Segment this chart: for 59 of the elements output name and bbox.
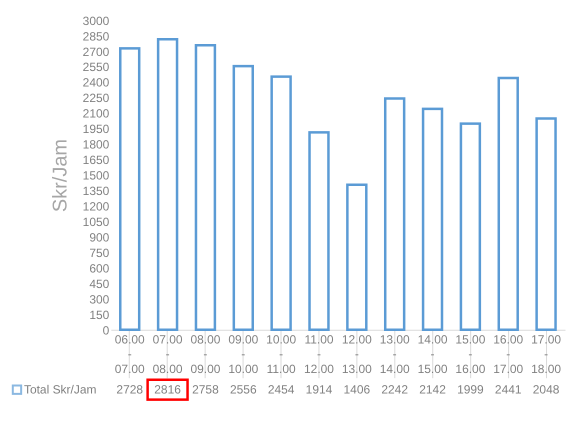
bar (119, 47, 140, 332)
x-tick-label: 17.00 - 18.00 (531, 332, 562, 376)
x-tick-label: 15.00 - 16.00 (455, 332, 486, 376)
y-tick-label: 0 (102, 323, 110, 338)
legend-label: Total Skr/Jam (24, 382, 96, 397)
data-label: 1999 (457, 382, 484, 397)
y-tick-label: 300 (89, 292, 110, 306)
data-label: 2142 (419, 382, 446, 397)
y-tick-label: 1050 (82, 214, 110, 229)
y-tick-label: 3000 (82, 14, 110, 28)
bar (346, 184, 368, 332)
data-label: 2454 (268, 382, 295, 397)
bar (422, 108, 444, 332)
data-label: 1406 (344, 382, 370, 397)
x-tick-label: 09.00 - 10.00 (228, 332, 259, 376)
x-tick-label: 11.00 - 12.00 (304, 332, 334, 376)
y-tick-label: 2100 (82, 106, 110, 121)
y-tick-label: 750 (89, 246, 110, 260)
data-label: 2048 (532, 382, 560, 397)
data-label: 2556 (230, 382, 257, 397)
bar (308, 131, 330, 332)
y-tick-label: 2700 (82, 44, 110, 59)
y-tick-label: 1200 (82, 199, 110, 214)
x-tick-label: 08.00 - 09.00 (190, 332, 221, 376)
y-tick-label: 2850 (82, 29, 110, 44)
y-tick-label: 2400 (82, 76, 110, 90)
bar (232, 64, 254, 332)
y-tick-label: 600 (89, 261, 110, 276)
x-tick-label: 06.00 - 07.00 (114, 332, 146, 376)
x-tick-label: 10.00 - 11.00 (266, 332, 296, 376)
bar (384, 97, 406, 332)
y-tick-label: 900 (89, 230, 110, 244)
x-tick-label: 13.00 - 14.00 (380, 332, 410, 376)
y-tick-label: 450 (89, 276, 110, 291)
y-tick-label: 2250 (82, 91, 110, 106)
bar (498, 76, 519, 332)
x-tick-label: 12.00 - 13.00 (342, 332, 372, 376)
y-axis-title: Skr/Jam (50, 138, 72, 212)
x-tick-label: 16.00 - 17.00 (493, 332, 524, 376)
y-tick-label: 1950 (82, 122, 110, 136)
data-label: 2728 (116, 382, 144, 397)
y-tick-label: 1500 (82, 168, 110, 183)
bar (194, 44, 216, 332)
bar (270, 75, 292, 332)
y-tick-label: 1800 (82, 138, 110, 152)
bar (156, 38, 178, 332)
data-label: 2816 (154, 382, 182, 397)
y-tick-label: 1650 (82, 153, 110, 168)
data-label: 2242 (381, 382, 408, 397)
x-tick-label: 14.00 - 15.00 (418, 332, 448, 376)
y-tick-label: 2550 (82, 60, 110, 74)
x-tick-label: 07.00 - 08.00 (152, 332, 183, 376)
data-label: 1914 (306, 382, 333, 397)
y-tick-label: 150 (89, 308, 110, 322)
bar (535, 117, 557, 332)
bar (460, 122, 482, 332)
data-label: 2758 (192, 382, 220, 397)
y-tick-label: 1350 (82, 184, 110, 198)
data-label: 2441 (494, 382, 522, 397)
